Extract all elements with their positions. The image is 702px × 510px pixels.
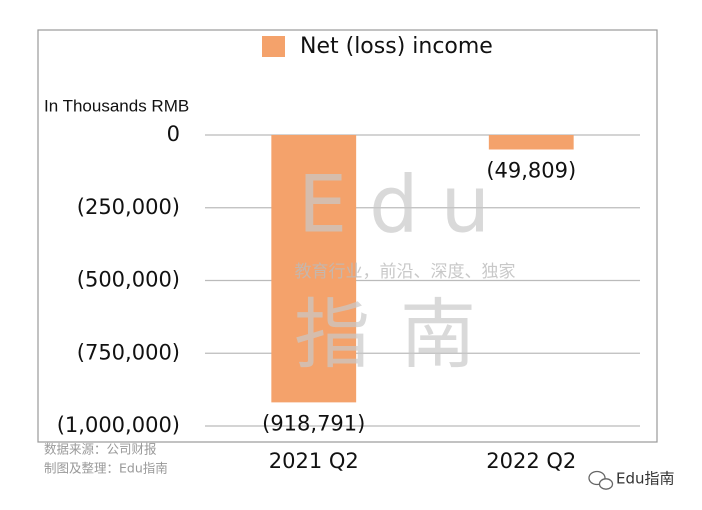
bar [488, 135, 574, 150]
chart-frame [37, 29, 658, 443]
y-tick-label: (500,000) [77, 268, 180, 292]
legend-label: Net (loss) income [300, 34, 493, 59]
brand: Edu指南 [616, 470, 675, 488]
source-note: 制图及整理：Edu指南 [44, 461, 168, 476]
x-tick-label: 2022 Q2 [486, 449, 576, 473]
legend-swatch [262, 36, 285, 57]
watermark-title: Edu [298, 160, 512, 250]
watermark-subtitle: 指南 [294, 290, 506, 379]
y-tick-label: (1,000,000) [57, 413, 180, 437]
x-tick-label: 2021 Q2 [269, 449, 359, 473]
source-note: 数据来源：公司财报 [44, 442, 157, 457]
y-tick-label: 0 [167, 122, 180, 146]
y-tick-label: (750,000) [77, 340, 180, 364]
watermark-tagline: 教育行业，前沿、深度、独家 [295, 262, 516, 282]
data-label: (49,809) [486, 158, 576, 182]
y-tick-label: (250,000) [77, 195, 180, 219]
y-axis-label: In Thousands RMB [44, 96, 189, 115]
data-label: (918,791) [262, 411, 365, 435]
bar [271, 135, 357, 403]
brand-icon [588, 470, 614, 490]
